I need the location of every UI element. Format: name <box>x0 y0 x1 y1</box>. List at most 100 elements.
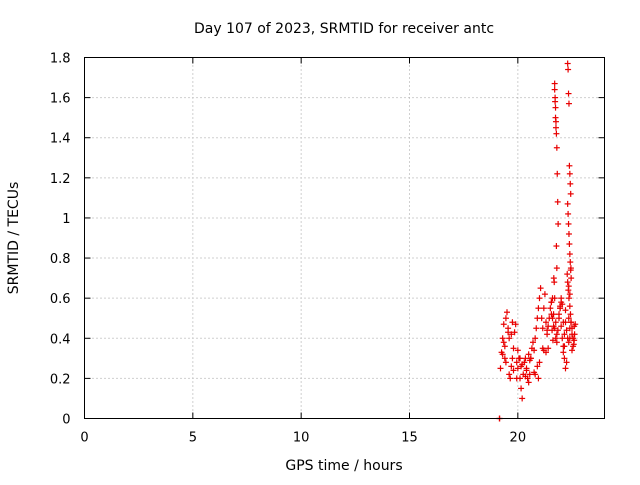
data-point <box>510 345 517 352</box>
data-point <box>526 357 533 364</box>
data-point <box>567 259 574 266</box>
data-point <box>513 375 520 382</box>
data-point <box>531 347 538 354</box>
data-point <box>566 170 573 177</box>
data-point <box>566 241 573 248</box>
data-point <box>564 60 571 67</box>
data-point <box>497 365 504 372</box>
data-point <box>514 347 521 354</box>
y-tick-label: 1.6 <box>50 92 71 107</box>
data-point <box>567 190 574 197</box>
data-point <box>523 367 530 374</box>
data-point <box>563 327 570 334</box>
data-point <box>539 345 546 352</box>
data-point <box>565 315 572 322</box>
data-point <box>553 331 560 338</box>
data-point <box>518 385 525 392</box>
data-point <box>532 335 539 342</box>
data-point <box>549 315 556 322</box>
y-tick-label: 1 <box>62 212 70 227</box>
data-point <box>549 337 556 344</box>
data-point <box>565 100 572 107</box>
data-point <box>566 251 573 258</box>
data-point <box>550 323 557 330</box>
data-point <box>514 365 521 372</box>
data-point <box>568 275 575 282</box>
data-point <box>512 321 519 328</box>
data-point <box>565 339 572 346</box>
x-tick-label: 15 <box>401 431 418 446</box>
data-points <box>496 60 579 422</box>
data-point <box>552 114 559 121</box>
data-point <box>569 325 575 332</box>
data-point <box>510 367 517 374</box>
data-point <box>526 371 533 378</box>
data-point <box>570 341 577 348</box>
data-point <box>551 80 558 87</box>
data-point <box>571 331 578 338</box>
data-point <box>511 329 518 336</box>
data-point <box>517 355 523 362</box>
x-axis: 0 5 10 15 20 <box>80 57 527 446</box>
data-point <box>567 265 574 272</box>
data-point <box>536 359 543 366</box>
y-tick-label: 1.4 <box>50 132 71 147</box>
data-point <box>572 321 579 328</box>
data-point <box>534 363 541 370</box>
data-point <box>562 365 569 372</box>
data-point <box>531 369 538 376</box>
y-tick-label: 0 <box>62 413 70 428</box>
y-tick-label: 0.6 <box>50 292 71 307</box>
data-point <box>540 305 547 312</box>
data-point <box>508 331 515 338</box>
data-point <box>564 279 571 286</box>
data-point <box>501 343 508 350</box>
data-point <box>561 331 568 338</box>
data-point <box>539 325 546 332</box>
data-point <box>545 323 552 330</box>
data-point <box>563 359 570 366</box>
data-point <box>553 243 560 250</box>
data-point <box>543 319 549 326</box>
data-point <box>562 307 569 314</box>
data-point <box>506 335 513 342</box>
data-point <box>555 220 562 227</box>
y-tick-label: 1.8 <box>50 52 71 67</box>
grid <box>84 57 605 419</box>
x-tick-label: 10 <box>293 431 310 446</box>
data-point <box>560 349 567 356</box>
data-point <box>566 335 573 342</box>
data-point <box>513 359 520 366</box>
data-point <box>509 355 516 362</box>
data-point <box>560 319 567 326</box>
x-tick-label: 0 <box>80 431 88 446</box>
x-tick-label: 20 <box>510 431 527 446</box>
data-point <box>525 379 532 386</box>
data-point <box>551 295 558 302</box>
data-point <box>565 230 572 237</box>
data-point <box>545 345 552 352</box>
data-point <box>552 124 559 131</box>
data-point <box>548 311 555 318</box>
data-point <box>565 210 572 217</box>
data-point <box>565 90 572 97</box>
data-point <box>522 373 529 380</box>
data-point <box>553 130 560 137</box>
x-tick-label: 5 <box>189 431 197 446</box>
data-point <box>499 351 506 358</box>
y-tick-label: 0.4 <box>50 332 71 347</box>
data-point <box>535 375 542 382</box>
data-point <box>568 319 575 326</box>
data-point <box>551 86 558 93</box>
data-point <box>561 343 568 350</box>
data-point <box>556 311 562 318</box>
data-point <box>535 305 542 312</box>
data-point <box>564 200 571 207</box>
y-tick-label: 0.8 <box>50 252 71 267</box>
data-point <box>565 220 572 227</box>
data-point <box>543 349 549 356</box>
data-point <box>499 335 506 342</box>
data-point <box>518 363 525 370</box>
data-point <box>557 305 564 312</box>
